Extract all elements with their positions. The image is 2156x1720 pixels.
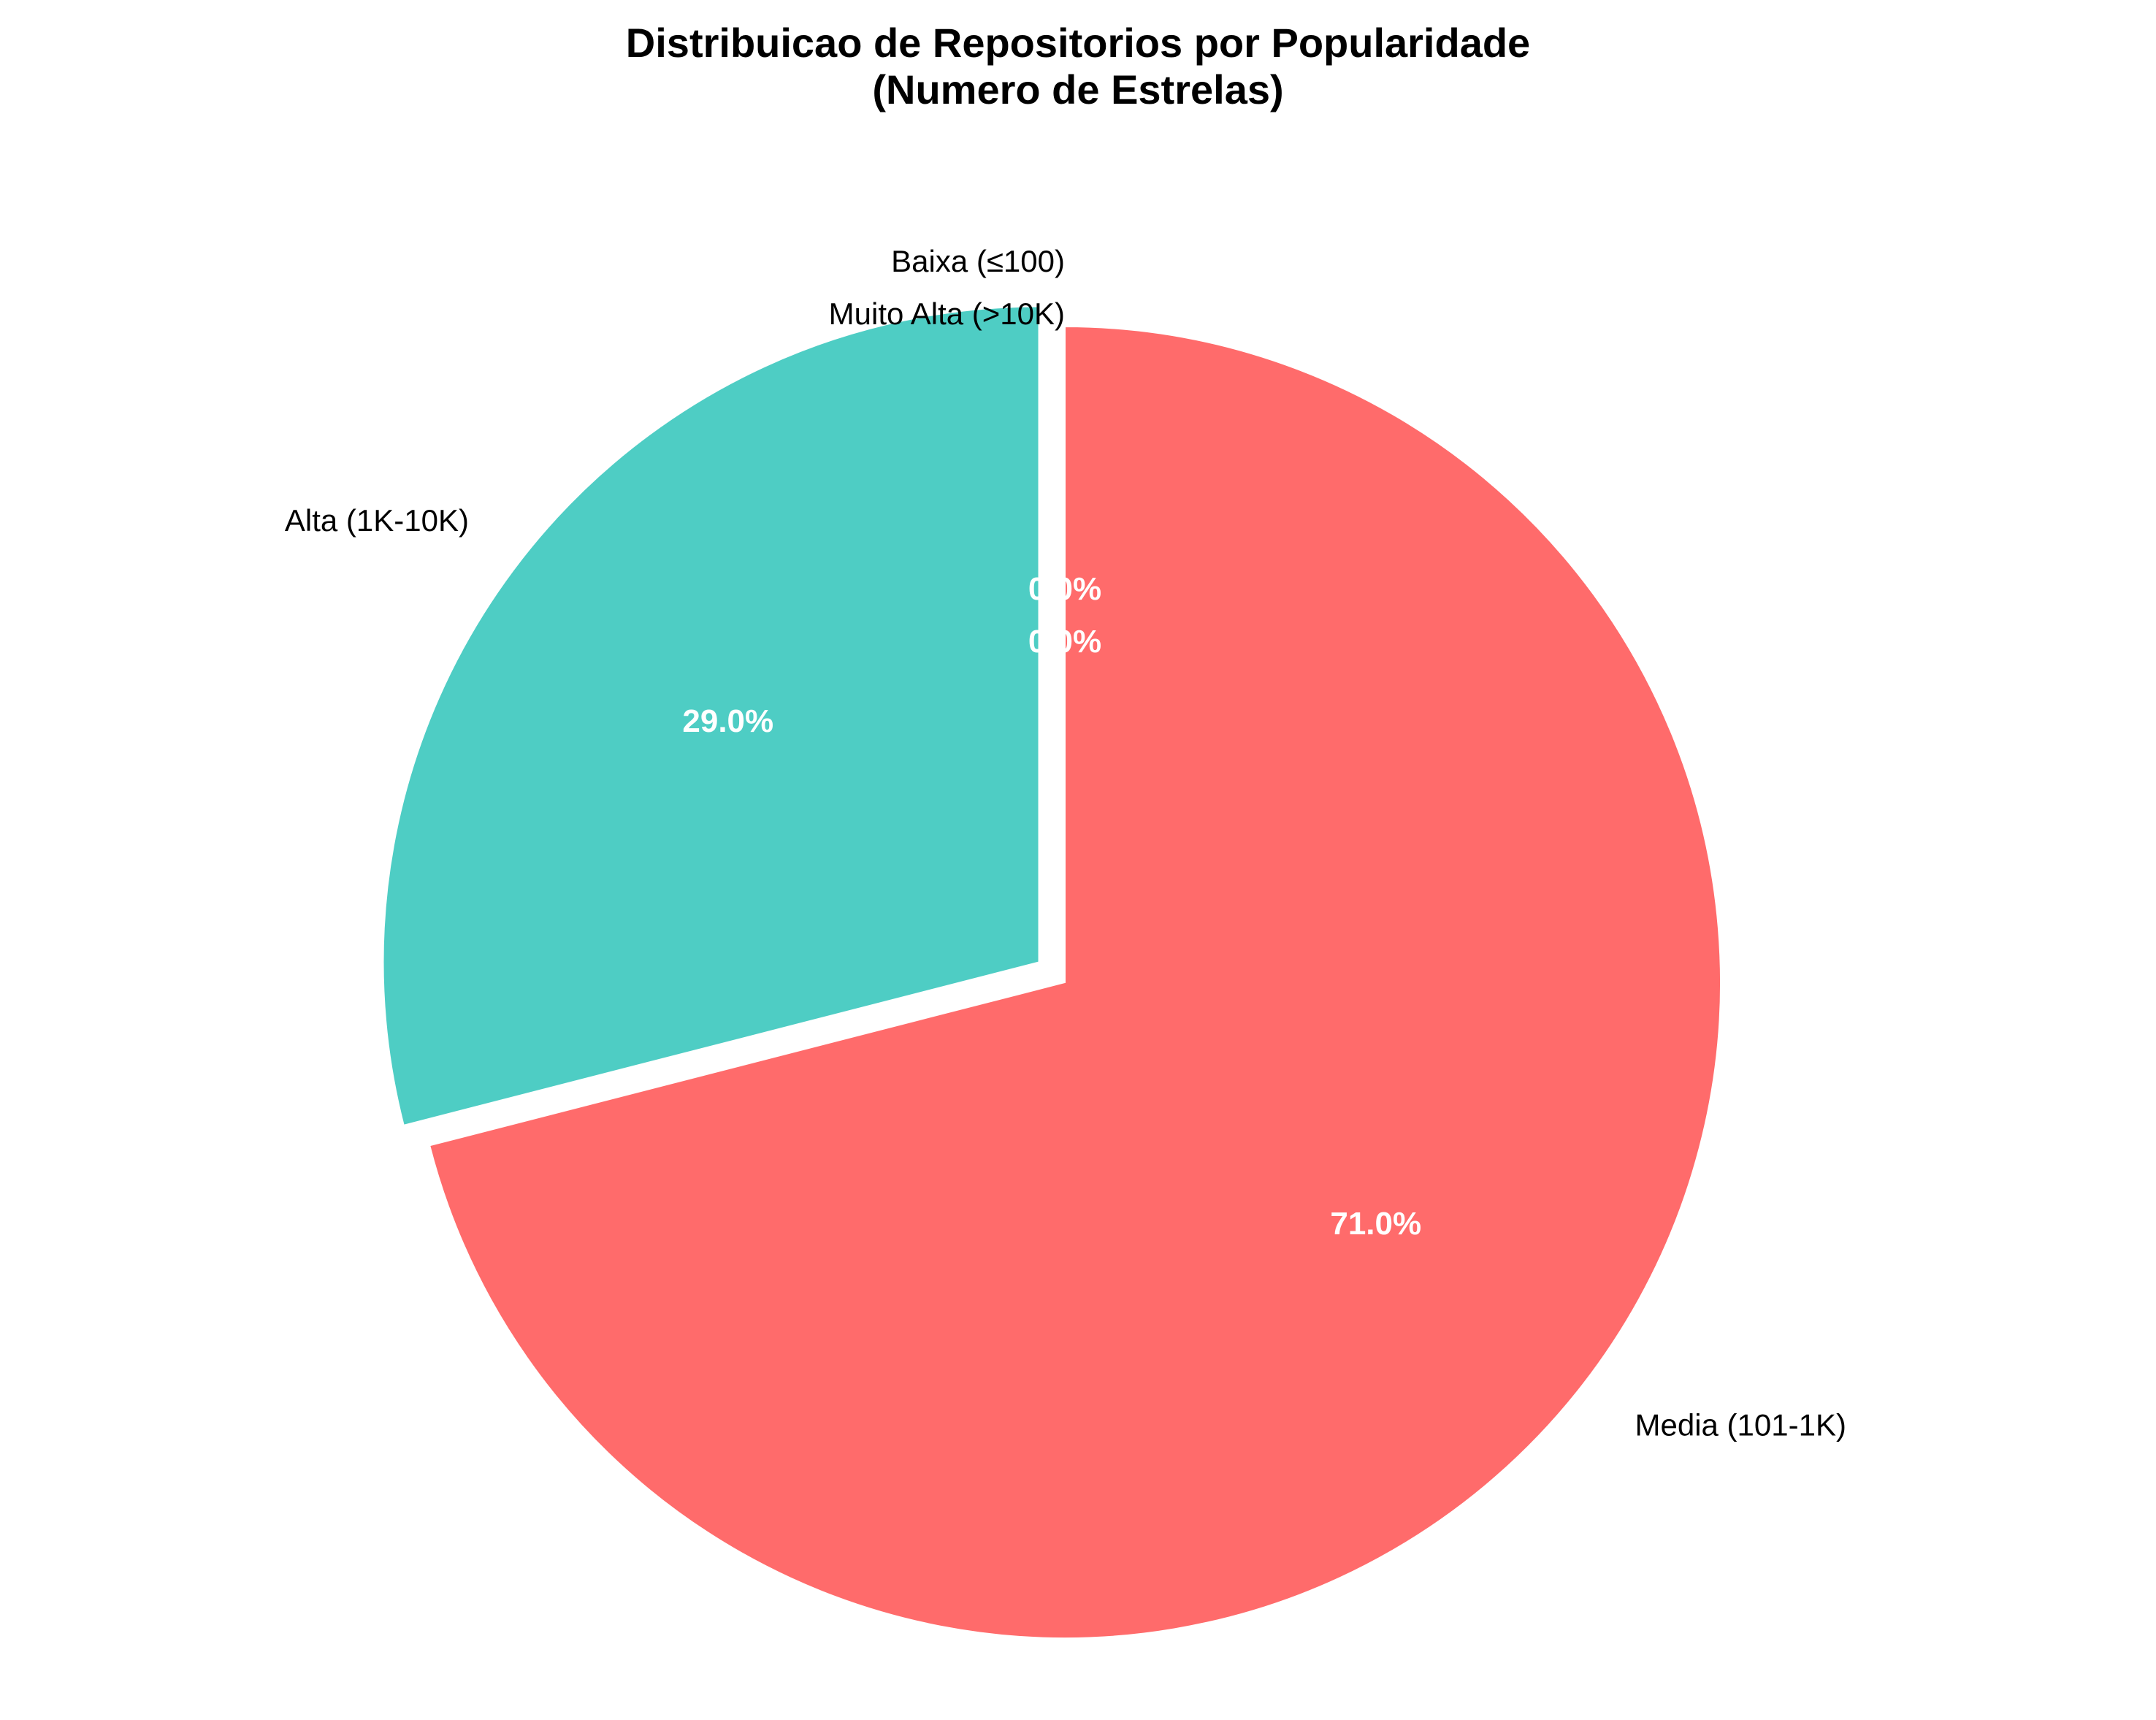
category-label-muito-alta-10k: Muito Alta (>10K) — [829, 297, 1065, 331]
chart-title-line-2: (Numero de Estrelas) — [872, 66, 1283, 112]
pie-slice-alta-1k-10k — [382, 305, 1040, 1127]
pct-label-alta-1k-10k: 29.0% — [682, 703, 773, 739]
pie-slices — [382, 305, 1721, 1639]
chart-title-line-1: Distribuicao de Repositorios por Popular… — [626, 20, 1530, 66]
pct-label-muito-alta-10k: 0.0% — [1028, 624, 1101, 660]
pie-slice-media-101-1k — [428, 325, 1721, 1639]
category-label-media-101-1k: Media (101-1K) — [1635, 1407, 1846, 1442]
chart-title: Distribuicao de Repositorios por Popular… — [626, 20, 1530, 112]
category-label-alta-1k-10k: Alta (1K-10K) — [285, 503, 469, 538]
percent-labels: 0.0% 71.0% 29.0% 0.0% — [682, 571, 1421, 1242]
pct-label-media-101-1k: 71.0% — [1330, 1206, 1421, 1242]
category-labels: Baixa (≤100) Media (101-1K) Alta (1K-10K) M… — [285, 244, 1846, 1442]
category-label-baixa-100: Baixa (≤100) — [891, 244, 1065, 278]
pct-label-baixa-100: 0.0% — [1028, 571, 1101, 607]
